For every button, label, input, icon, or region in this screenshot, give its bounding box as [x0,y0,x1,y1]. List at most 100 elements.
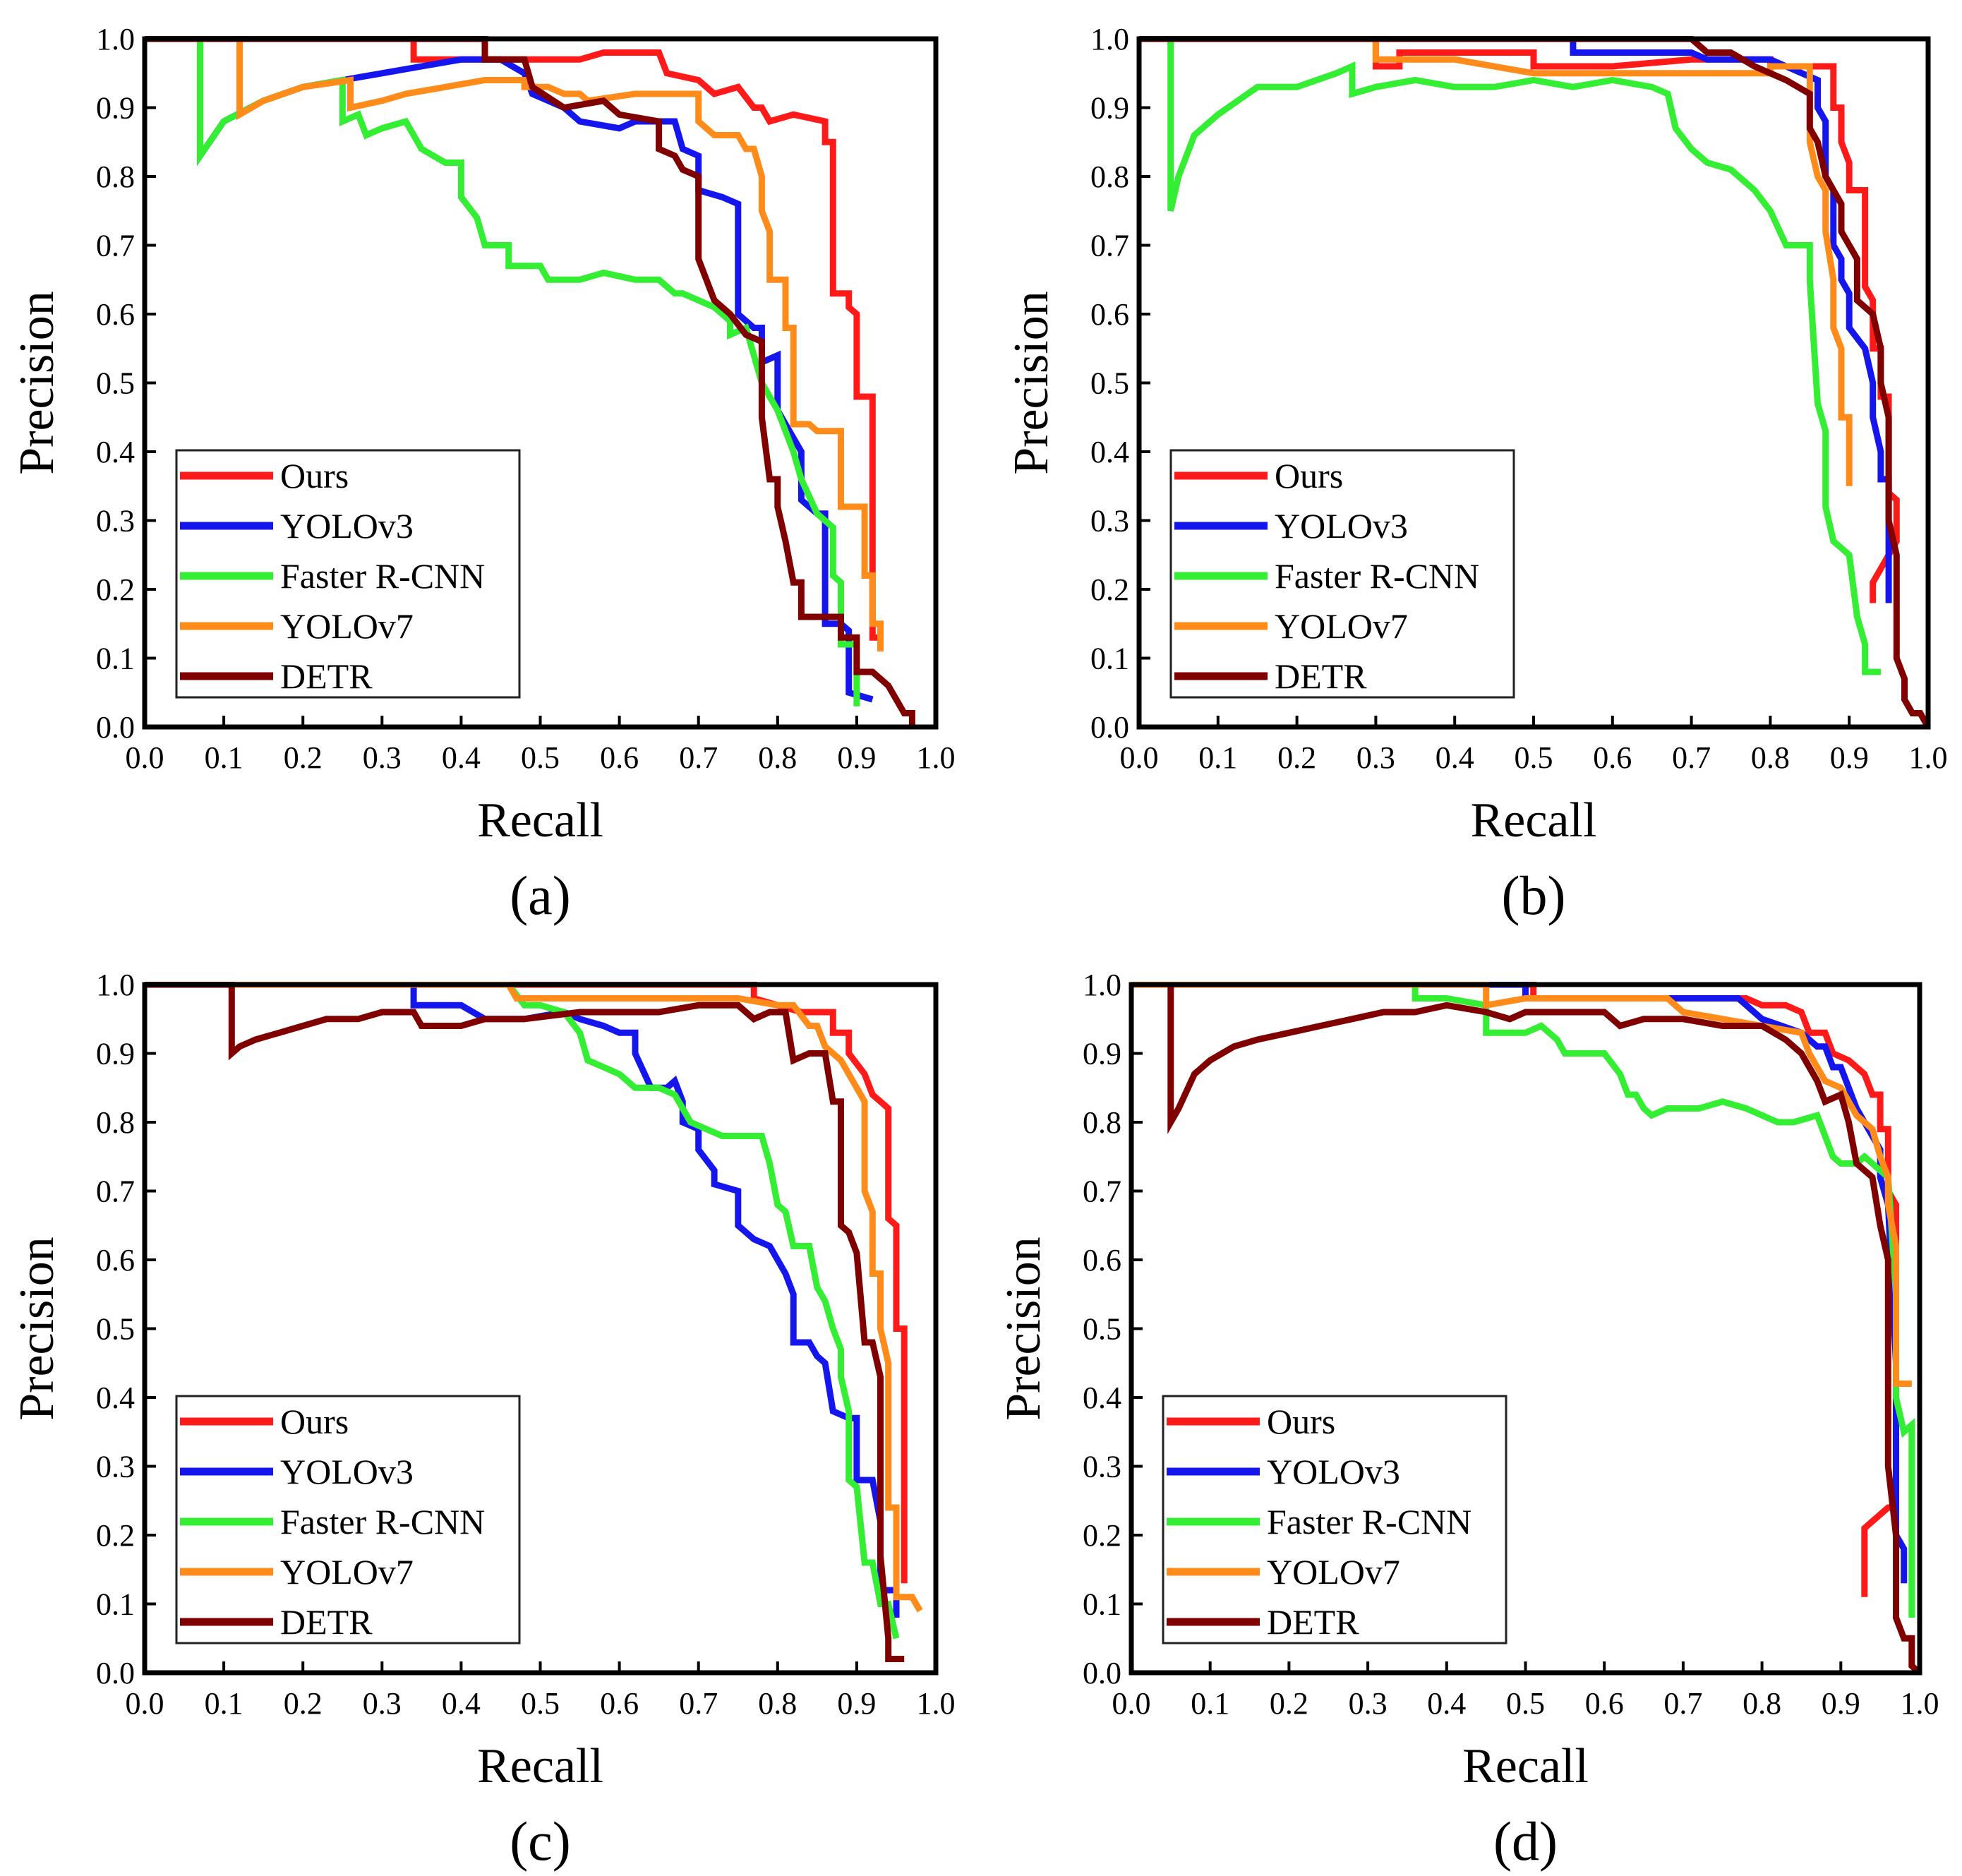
x-tick-label: 0.0 [126,740,164,775]
x-tick-label: 0.9 [837,740,876,775]
x-tick-label: 0.7 [1672,740,1711,775]
x-tick-label: 0.1 [1191,1686,1229,1721]
series-line-yolov3 [1139,36,1892,603]
legend-label-ours: Ours [1275,456,1343,495]
y-tick-label: 0.9 [96,91,135,126]
y-tick-label: 0.0 [1090,710,1129,745]
x-tick-label: 0.0 [126,1686,164,1721]
x-tick-label: 1.0 [1909,740,1948,775]
series-line-faster-r-cnn [1131,982,1915,1618]
x-tick-label: 0.6 [600,740,639,775]
x-axis-title: Recall [477,793,603,848]
x-tick-label: 1.0 [917,1686,956,1721]
y-tick-label: 0.5 [96,366,135,401]
series-line-yolov7 [1139,36,1853,486]
x-tick-label: 0.5 [1515,740,1553,775]
y-tick-label: 0.1 [96,642,135,676]
y-tick-label: 0.4 [1083,1381,1121,1415]
x-tick-label: 0.8 [1743,1686,1781,1721]
y-tick-label: 0.5 [1090,366,1129,401]
series-line-yolov7 [1131,982,1912,1387]
panel-label: (c) [510,1810,571,1872]
x-tick-label: 0.2 [284,740,323,775]
x-tick-label: 0.9 [1822,1686,1860,1721]
legend-label-faster-r-cnn: Faster R-CNN [1267,1502,1472,1541]
y-tick-label: 0.6 [1083,1243,1121,1277]
chart-panel-3: 0.0 0.1 0.2 0.3 0.4 0.5 0.6 0.7 0.8 0.9 1.0 0.0 0.1 0… [997,968,1939,1872]
legend-label-faster-r-cnn: Faster R-CNN [280,1502,485,1541]
panel-label: (b) [1502,865,1566,926]
x-tick-label: 0.5 [1506,1686,1545,1721]
legend-label-faster-r-cnn: Faster R-CNN [1275,556,1479,596]
y-tick-label: 0.8 [96,1105,135,1140]
y-tick-label: 0.7 [1083,1174,1121,1209]
legend-label-detr: DETR [280,1602,373,1642]
chart-panel-1: 0.0 0.1 0.2 0.3 0.4 0.5 0.6 0.7 0.8 0.9 1.0 0.0 0.1 0… [1004,22,1948,926]
legend-label-detr: DETR [1267,1602,1359,1642]
x-tick-label: 0.3 [1349,1686,1388,1721]
series-line-detr [145,982,905,1662]
x-tick-label: 0.1 [205,1686,243,1721]
y-axis-title: Precision [10,1237,64,1421]
panel-label: (d) [1493,1810,1558,1872]
legend-label-ours: Ours [280,1402,349,1441]
y-tick-label: 0.2 [1083,1518,1121,1553]
y-tick-label: 0.2 [96,1518,135,1553]
y-tick-label: 0.8 [96,160,135,194]
x-tick-label: 0.7 [1663,1686,1702,1721]
x-tick-label: 0.1 [205,740,243,775]
series-line-faster-r-cnn [1167,39,1881,675]
series-group [1139,36,1931,729]
y-tick-label: 0.8 [1090,160,1129,194]
y-tick-label: 0.0 [1083,1656,1121,1690]
x-tick-label: 0.2 [1277,740,1316,775]
series-line-faster-r-cnn [145,36,860,706]
y-axis-title: Precision [1004,291,1059,475]
y-tick-label: 0.4 [96,435,135,469]
x-tick-label: 0.6 [600,1686,639,1721]
y-axis-title: Precision [997,1237,1051,1421]
series-line-yolov7 [145,36,884,651]
y-tick-label: 1.0 [1090,22,1129,56]
x-tick-label: 0.6 [1585,1686,1624,1721]
series-line-detr [1167,985,1922,1676]
y-tick-label: 0.4 [96,1381,135,1415]
series-group [1131,982,1922,1676]
panel-label: (a) [510,865,571,926]
y-tick-label: 0.5 [96,1312,135,1347]
series-line-ours [145,36,884,651]
y-tick-label: 0.3 [96,504,135,539]
x-tick-label: 0.4 [442,1686,481,1721]
chart-panel-0: 0.0 0.1 0.2 0.3 0.4 0.5 0.6 0.7 0.8 0.9 1.0 0.0 0.1 0… [10,22,956,926]
x-tick-label: 0.2 [1270,1686,1308,1721]
y-tick-label: 0.4 [1090,435,1129,469]
x-tick-label: 0.9 [837,1686,876,1721]
x-tick-label: 0.0 [1120,740,1159,775]
x-tick-label: 0.8 [758,740,797,775]
x-tick-label: 0.7 [679,1686,718,1721]
y-tick-label: 0.6 [96,1243,135,1277]
y-tick-label: 0.1 [96,1587,135,1622]
x-tick-label: 0.4 [1436,740,1474,775]
chart-panel-2: 0.0 0.1 0.2 0.3 0.4 0.5 0.6 0.7 0.8 0.9 1.0 0.0 0.1 0… [10,968,956,1872]
x-tick-label: 0.8 [1751,740,1790,775]
y-tick-label: 0.3 [1090,504,1129,539]
y-tick-label: 0.3 [96,1450,135,1484]
series-group [145,982,923,1662]
x-tick-label: 0.8 [758,1686,797,1721]
series-line-detr [145,36,915,727]
legend-label-detr: DETR [280,656,373,696]
legend-label-yolov7: YOLOv7 [280,606,414,646]
legend-label-yolov3: YOLOv3 [280,1452,414,1491]
y-tick-label: 0.0 [96,1656,135,1690]
y-tick-label: 0.7 [1090,229,1129,263]
x-tick-label: 0.3 [1356,740,1395,775]
y-tick-label: 0.2 [96,572,135,607]
y-tick-label: 1.0 [96,968,135,1002]
y-tick-label: 0.1 [1083,1587,1121,1622]
y-tick-label: 0.3 [1083,1450,1121,1484]
x-tick-label: 0.3 [363,740,402,775]
x-axis-title: Recall [1462,1739,1589,1793]
legend-label-yolov3: YOLOv3 [1275,506,1408,546]
